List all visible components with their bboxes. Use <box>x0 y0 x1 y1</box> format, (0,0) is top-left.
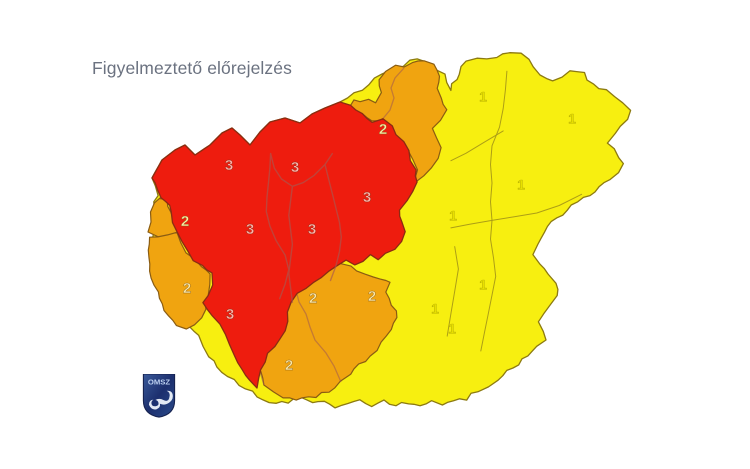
svg-text:1: 1 <box>568 111 576 127</box>
svg-text:2: 2 <box>379 121 387 138</box>
svg-text:1: 1 <box>517 177 525 193</box>
svg-text:3: 3 <box>225 157 233 174</box>
svg-text:3: 3 <box>291 159 299 176</box>
svg-text:OMSZ: OMSZ <box>148 378 171 387</box>
svg-text:1: 1 <box>431 301 439 317</box>
svg-text:1: 1 <box>449 208 457 224</box>
svg-text:1: 1 <box>479 89 487 105</box>
svg-text:2: 2 <box>368 288 376 305</box>
svg-text:3: 3 <box>363 189 371 206</box>
svg-text:3: 3 <box>226 306 234 323</box>
svg-text:2: 2 <box>309 290 317 307</box>
svg-text:3: 3 <box>308 221 316 238</box>
svg-text:1: 1 <box>479 277 487 293</box>
svg-text:2: 2 <box>181 213 189 230</box>
svg-text:2: 2 <box>285 357 293 374</box>
svg-text:2: 2 <box>183 280 191 297</box>
svg-text:1: 1 <box>448 321 456 337</box>
svg-text:3: 3 <box>246 221 254 238</box>
